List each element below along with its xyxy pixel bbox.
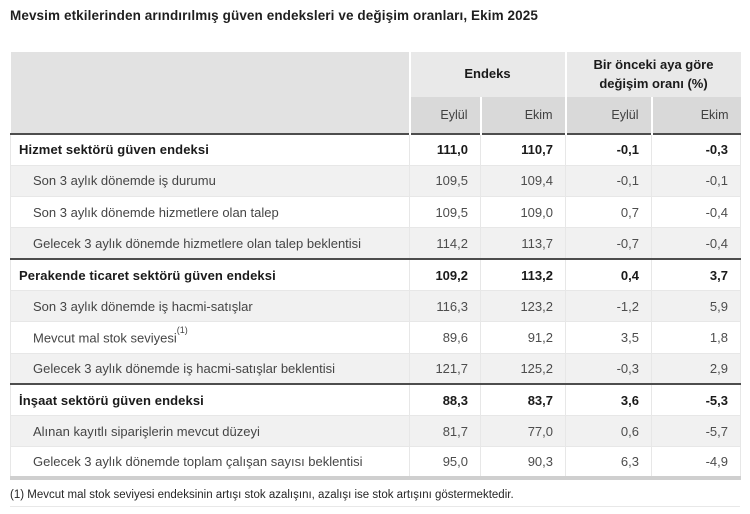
row-label: Gelecek 3 aylık dönemde hizmetlere olan … <box>10 227 410 260</box>
row-label: Son 3 aylık dönemde iş durumu <box>10 164 410 197</box>
value-cell: 88,3 <box>409 383 481 416</box>
detail-row: Son 3 aylık dönemde iş durumu 109,5 109,4-… <box>10 164 741 197</box>
footnote: (1) Mevcut mal stok seviyesi endeksinin … <box>10 489 514 502</box>
value-cell: 109,4 <box>480 164 566 197</box>
row-label: Gelecek 3 aylık dönemde iş hacmi-satışla… <box>10 352 410 385</box>
bottom-divider <box>10 506 740 508</box>
detail-row: Alınan kayıtlı siparişlerin mevcut düzey… <box>10 415 741 447</box>
value-cell: 1,8 <box>651 321 741 354</box>
row-label: İnşaat sektörü güven endeksi <box>10 383 410 416</box>
row-label: Son 3 aylık dönemde hizmetlere olan tale… <box>10 196 410 228</box>
sub-header-row: Eylül Ekim Eylül Ekim <box>11 97 741 134</box>
detail-row: Mevcut mal stok seviyesi(1) 89,6 91,2 3,5 1,… <box>10 321 741 354</box>
table-header: Endeks Bir önceki aya göre değişim oranı… <box>10 52 741 134</box>
value-cell: 5,9 <box>651 289 741 322</box>
value-cell: -0,4 <box>651 196 741 228</box>
value-cell: 0,7 <box>565 196 652 228</box>
row-label: Gelecek 3 aylık dönemde toplam çalışan s… <box>10 446 410 481</box>
row-label: Son 3 aylık dönemde iş hacmi-satışlar <box>10 289 410 322</box>
value-cell: 121,7 <box>409 352 481 385</box>
value-cell: 6,3 <box>565 446 652 481</box>
value-cell: -0,4 <box>651 227 741 260</box>
detail-row: Gelecek 3 aylık dönemde toplam çalışan s… <box>10 446 741 481</box>
row-label: Hizmet sektörü güven endeksi <box>10 132 410 166</box>
row-label: Mevcut mal stok seviyesi(1) <box>10 321 410 354</box>
value-cell: 123,2 <box>480 289 566 322</box>
value-cell: 113,7 <box>480 227 566 260</box>
value-cell: 89,6 <box>409 321 481 354</box>
table-body: Hizmet sektörü güven endeksi 111,0 110,7 -0… <box>10 132 741 481</box>
value-cell: 3,5 <box>565 321 652 354</box>
value-cell: 125,2 <box>480 352 566 385</box>
subheader-degisim-ekim: Ekim <box>650 97 741 134</box>
value-cell: 83,7 <box>480 383 566 416</box>
value-cell: 114,2 <box>409 227 481 260</box>
subheader-endeks-ekim: Ekim <box>479 97 566 134</box>
value-cell: -0,1 <box>651 164 741 197</box>
footnote-reference: (1) <box>176 325 188 336</box>
detail-row: Gelecek 3 aylık dönemde hizmetlere olan … <box>10 227 741 260</box>
value-cell: 109,2 <box>409 258 481 291</box>
column-group-degisim: Bir önceki aya göre değişim oranı (%) <box>564 52 741 97</box>
corner-header-cell <box>10 52 410 134</box>
value-cell: 0,6 <box>565 415 652 447</box>
column-group-endeks: Endeks <box>408 52 566 97</box>
value-cell: -5,7 <box>651 415 741 447</box>
row-label: Alınan kayıtlı siparişlerin mevcut düzey… <box>10 415 410 447</box>
value-cell: 81,7 <box>409 415 481 447</box>
section-row: Hizmet sektörü güven endeksi 111,0 110,7 -0… <box>10 132 741 166</box>
value-cell: 111,0 <box>409 132 481 166</box>
section-row: İnşaat sektörü güven endeksi 88,3 83,7 3,6-… <box>10 383 741 416</box>
detail-row: Gelecek 3 aylık dönemde iş hacmi-satışla… <box>10 352 741 385</box>
value-cell: 91,2 <box>480 321 566 354</box>
value-cell: -0,3 <box>651 132 741 166</box>
value-cell: -0,1 <box>565 132 652 166</box>
value-cell: 113,2 <box>480 258 566 291</box>
value-cell: 109,5 <box>409 164 481 197</box>
subheader-endeks-eylul: Eylül <box>408 97 481 134</box>
value-cell: -5,3 <box>651 383 741 416</box>
detail-row: Son 3 aylık dönemde hizmetlere olan tale… <box>10 196 741 228</box>
section-row: Perakende ticaret sektörü güven endeksi 1… <box>10 258 741 291</box>
group-header-row: Endeks Bir önceki aya göre değişim oranı… <box>10 52 741 134</box>
value-cell: 110,7 <box>480 132 566 166</box>
value-cell: -0,1 <box>565 164 652 197</box>
value-cell: 109,0 <box>480 196 566 228</box>
value-cell: 109,5 <box>409 196 481 228</box>
value-cell: 2,9 <box>651 352 741 385</box>
value-cell: 95,0 <box>409 446 481 481</box>
value-cell: 116,3 <box>409 289 481 322</box>
value-cell: -4,9 <box>651 446 741 481</box>
value-cell: 90,3 <box>480 446 566 481</box>
value-cell: 0,4 <box>565 258 652 291</box>
detail-row: Son 3 aylık dönemde iş hacmi-satışlar 116… <box>10 289 741 322</box>
confidence-index-table: Endeks Bir önceki aya göre değişim oranı… <box>10 52 741 481</box>
value-cell: 77,0 <box>480 415 566 447</box>
value-cell: 3,7 <box>651 258 741 291</box>
value-cell: -1,2 <box>565 289 652 322</box>
subheader-degisim-eylul: Eylül <box>564 97 652 134</box>
value-cell: 3,6 <box>565 383 652 416</box>
value-cell: -0,3 <box>565 352 652 385</box>
page-title: Mevsim etkilerinden arındırılmış güven e… <box>10 8 538 23</box>
value-cell: -0,7 <box>565 227 652 260</box>
row-label: Perakende ticaret sektörü güven endeksi <box>10 258 410 291</box>
